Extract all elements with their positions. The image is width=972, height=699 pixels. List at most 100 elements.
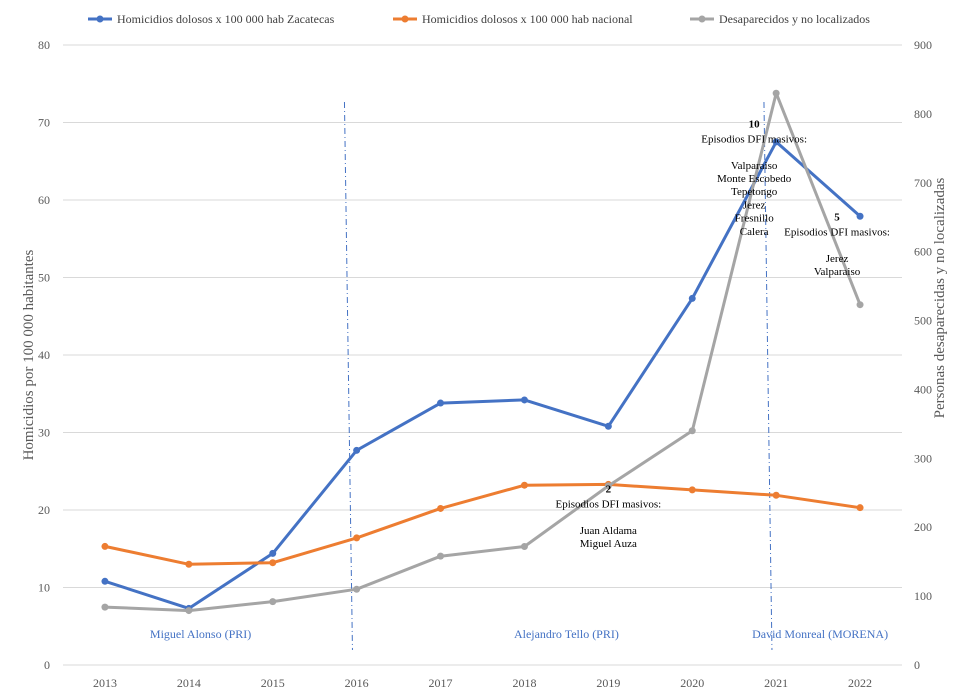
data-point xyxy=(856,504,864,512)
legend-marker xyxy=(698,15,706,23)
data-point xyxy=(772,491,780,499)
data-point xyxy=(437,504,445,512)
data-point xyxy=(101,603,109,611)
x-tick-label: 2021 xyxy=(764,676,788,690)
x-axis-ticks: 2013 2014 2015 2016 2017 2018 2019 2020 2021 2022 xyxy=(93,676,872,690)
left-tick-label: 40 xyxy=(38,348,50,362)
period-label: Miguel Alonso (PRI) xyxy=(150,627,251,641)
data-point xyxy=(772,138,780,146)
annotations: 2 Episodios DFI masivos: Juan AldamaMiguel… xyxy=(555,118,889,550)
x-tick-label: 2016 xyxy=(345,676,369,690)
annotation-line: Fresnillo xyxy=(735,213,775,225)
left-axis-title: Homicidios por 100 000 habitantes xyxy=(21,249,37,460)
data-point xyxy=(772,89,780,97)
left-axis-ticks: 0 10 20 30 40 50 60 70 80 xyxy=(38,38,50,672)
data-point xyxy=(520,543,528,551)
data-point xyxy=(604,422,612,430)
series-line xyxy=(104,140,862,610)
x-tick-label: 2015 xyxy=(261,676,285,690)
data-point xyxy=(437,552,445,560)
annotation-number: 2 xyxy=(606,483,612,495)
right-tick-label: 200 xyxy=(914,520,932,534)
gridlines xyxy=(63,44,902,666)
annotation-line: Tepetongo xyxy=(731,186,778,198)
right-tick-label: 700 xyxy=(914,176,932,190)
data-point xyxy=(101,542,109,550)
data-point xyxy=(688,427,696,435)
data-point xyxy=(185,560,193,568)
period-divider xyxy=(763,101,773,651)
legend-label: Desaparecidos y no localizados xyxy=(719,12,870,26)
legend-label: Homicidios dolosos x 100 000 hab Zacatec… xyxy=(117,12,335,26)
left-tick-label: 30 xyxy=(38,426,50,440)
data-point xyxy=(269,559,277,567)
period-dividers xyxy=(343,101,773,651)
legend-label: Homicidios dolosos x 100 000 hab naciona… xyxy=(422,12,633,26)
annotation-number: 5 xyxy=(834,212,840,224)
x-tick-label: 2014 xyxy=(177,676,201,690)
series-2 xyxy=(101,480,864,568)
annotation-line: Episodios DFI masivos: xyxy=(555,498,661,510)
left-tick-label: 70 xyxy=(38,116,50,130)
annotation-line: Juan Aldama xyxy=(580,525,637,537)
annotation-line: Jerez xyxy=(743,199,766,211)
data-point xyxy=(688,294,696,302)
data-point xyxy=(520,481,528,489)
data-point xyxy=(353,534,361,542)
annotation-line: Calera xyxy=(740,226,769,238)
legend-marker xyxy=(401,15,409,23)
series-lines xyxy=(101,89,864,615)
data-point xyxy=(353,585,361,593)
right-tick-label: 300 xyxy=(914,451,932,465)
period-label: Alejandro Tello (PRI) xyxy=(514,627,619,641)
left-tick-label: 50 xyxy=(38,271,50,285)
data-point xyxy=(856,301,864,309)
right-tick-label: 800 xyxy=(914,107,932,121)
x-tick-label: 2017 xyxy=(429,676,453,690)
left-tick-label: 10 xyxy=(38,581,50,595)
legend-item: Homicidios dolosos x 100 000 hab naciona… xyxy=(393,12,633,26)
series-3 xyxy=(101,89,864,615)
left-tick-label: 60 xyxy=(38,193,50,207)
x-tick-label: 2020 xyxy=(680,676,704,690)
x-tick-label: 2022 xyxy=(848,676,872,690)
series-line xyxy=(104,482,861,566)
x-tick-label: 2019 xyxy=(596,676,620,690)
right-tick-label: 500 xyxy=(914,314,932,328)
left-tick-label: 80 xyxy=(38,38,50,52)
data-point xyxy=(604,482,612,490)
period-divider xyxy=(343,101,353,651)
data-point xyxy=(185,607,193,615)
data-point xyxy=(353,446,361,454)
annotation-line: Miguel Auza xyxy=(580,538,637,550)
right-tick-label: 100 xyxy=(914,589,932,603)
data-point xyxy=(688,486,696,494)
annotation-line: Jerez xyxy=(826,253,849,265)
left-tick-label: 0 xyxy=(44,658,50,672)
right-tick-label: 400 xyxy=(914,382,932,396)
data-point xyxy=(520,396,528,404)
series-line xyxy=(104,91,862,613)
period-labels: Miguel Alonso (PRI) Alejandro Tello (PRI)… xyxy=(150,627,888,641)
right-axis-title: Personas desaparecidas y no localizadas xyxy=(932,177,948,418)
x-tick-label: 2013 xyxy=(93,676,117,690)
annotation-number: 10 xyxy=(749,118,761,130)
period-label: David Monreal (MORENA) xyxy=(752,627,888,641)
right-tick-label: 600 xyxy=(914,245,932,259)
legend-item: Homicidios dolosos x 100 000 hab Zacatec… xyxy=(88,12,335,26)
right-tick-label: 900 xyxy=(914,38,932,52)
annotation: 2 Episodios DFI masivos: Juan AldamaMiguel… xyxy=(555,483,661,550)
data-point xyxy=(856,212,864,220)
annotation: 10 Episodios DFI masivos: ValparaisoMonte … xyxy=(701,118,807,237)
annotation-line: Episodios DFI masivos: xyxy=(784,227,890,239)
data-point xyxy=(101,577,109,585)
right-axis-ticks: 0 100 200 300 400 500 600 700 800 900 xyxy=(914,38,932,672)
legend-item: Desaparecidos y no localizados xyxy=(690,12,870,26)
data-point xyxy=(269,598,277,606)
data-point xyxy=(269,549,277,557)
annotation-line: Monte Escobedo xyxy=(717,173,792,185)
data-point xyxy=(437,399,445,407)
annotation-line: Episodios DFI masivos: xyxy=(701,133,807,145)
